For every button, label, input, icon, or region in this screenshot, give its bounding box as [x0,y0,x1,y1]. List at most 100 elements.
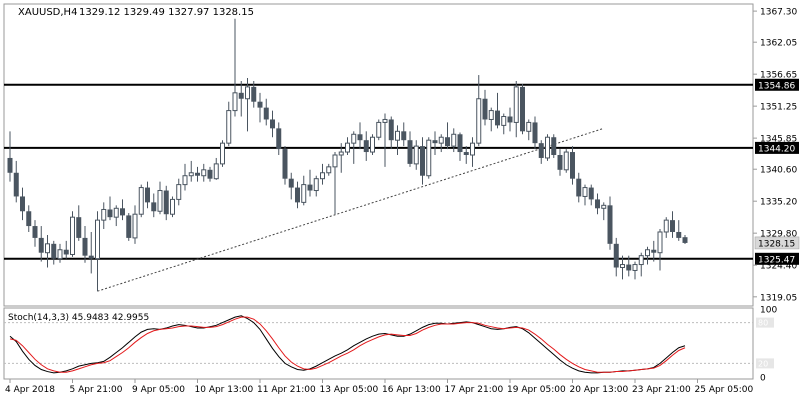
candle-bull-body [201,169,207,177]
candle-bear-body [520,86,525,132]
y-axis-tick-label: 1329.80 [760,230,797,240]
candle-bear-body [270,119,275,129]
candle-bull-body [320,172,325,180]
candle-bear-body [445,137,450,147]
candle-bear-body [532,122,538,144]
y-axis-tick-label: 1356.65 [760,71,797,81]
candle-bull-body [95,219,100,260]
candle-bear-body [82,237,88,256]
candle-bull-body [632,264,638,271]
candle-bear-body [570,152,575,179]
stoch-level-tag [756,358,774,369]
candle-bull-body [582,187,588,197]
candle-bear-body [357,134,363,141]
x-axis-tick-label: 25 Apr 05:00 [695,385,754,395]
candle-bear-body [38,237,44,253]
candle-bear-body [607,205,613,244]
candle-bear-body [207,169,213,179]
candle-bull-body [476,98,482,144]
candle-bear-body [482,98,488,120]
candle-bear-body [388,119,394,141]
candle-bear-body [576,178,582,197]
candle-bear-body [276,128,282,150]
stoch-level-tag [756,317,774,328]
candle-bull-body [426,139,432,177]
candle-bull-body [101,208,107,221]
candle-bear-body [257,101,263,108]
candle-bull-body [395,130,400,141]
candle-bull-body [382,118,388,123]
x-axis-tick-label: 9 Apr 05:00 [132,385,185,395]
candle-bull-body [545,136,550,159]
candle-bull-body [620,264,625,269]
y-axis-tick-label: 1324.40 [760,262,797,272]
stoch-signal-line [9,316,686,373]
candle-bull-body [113,207,119,218]
candle-bull-body [413,145,419,165]
level-price-label: 1325.47 [758,255,795,265]
x-axis-tick-label: 11 Apr 21:00 [257,385,316,395]
candle-bear-body [682,237,688,243]
candle-bull-body [313,178,319,192]
x-axis-tick-label: 13 Apr 05:00 [320,385,379,395]
candle-bull-body [638,255,644,266]
y-axis-tick-label: 1319.05 [760,293,797,303]
candle-bull-body [351,133,357,144]
candle-bull-body [563,151,569,171]
candle-bull-body [451,133,457,147]
level-price-tag [755,252,799,265]
x-axis-tick-label: 10 Apr 13:00 [195,385,254,395]
stoch-main-line [9,315,686,374]
stoch-axis-label: 100 [760,306,777,316]
candle-bear-body [551,137,557,155]
candle-bear-body [145,187,150,203]
candle-bear-body [432,140,438,144]
candle-bull-body [232,92,238,112]
candle-bear-body [613,243,619,268]
candle-bull-body [57,249,63,260]
candle-bear-body [88,255,94,259]
candle-bull-body [188,172,194,177]
indicator-plot-frame [3,307,754,380]
candle-bear-body [126,215,132,238]
candle-bear-body [151,202,157,212]
candle-bull-body [226,110,232,144]
stoch-level-label: 20 [758,359,768,368]
y-axis-tick-label: 1367.30 [760,8,797,18]
candle-bear-body [457,134,463,153]
candle-bull-body [438,136,444,144]
candle-bull-body [157,190,163,212]
candle-bull-body [45,243,50,254]
x-axis-tick-label: 19 Apr 05:00 [507,385,566,395]
candle-bull-body [182,175,188,186]
last-price-tag [754,236,800,250]
candle-bull-body [132,213,138,239]
candle-bear-body [495,110,500,126]
trend-line [97,127,604,292]
candle-bull-body [645,249,650,257]
candle-bear-body [282,149,288,179]
candle-bear-body [595,199,600,209]
candle-bear-body [120,208,125,216]
candle-bull-body [332,154,338,168]
y-axis-tick-label: 1335.20 [760,198,797,208]
candle-bear-body [588,187,594,200]
candle-bull-body [220,142,225,165]
level-price-tag [755,141,799,154]
candle-bear-body [26,211,32,227]
candle-bear-body [626,264,632,271]
candle-bear-body [420,146,425,176]
candle-bear-body [51,243,57,259]
candle-bull-body [213,163,219,180]
candle-bull-body [663,219,669,233]
candle-bull-body [488,110,494,120]
candle-bear-body [238,92,244,99]
candle-bull-body [526,121,532,132]
candle-bear-body [651,249,657,253]
y-axis-tick-label: 1351.25 [760,103,797,113]
candle-bull-body [138,187,144,215]
candle-bear-body [263,107,269,120]
candle-bear-body [401,131,407,141]
candle-bear-body [20,196,25,212]
